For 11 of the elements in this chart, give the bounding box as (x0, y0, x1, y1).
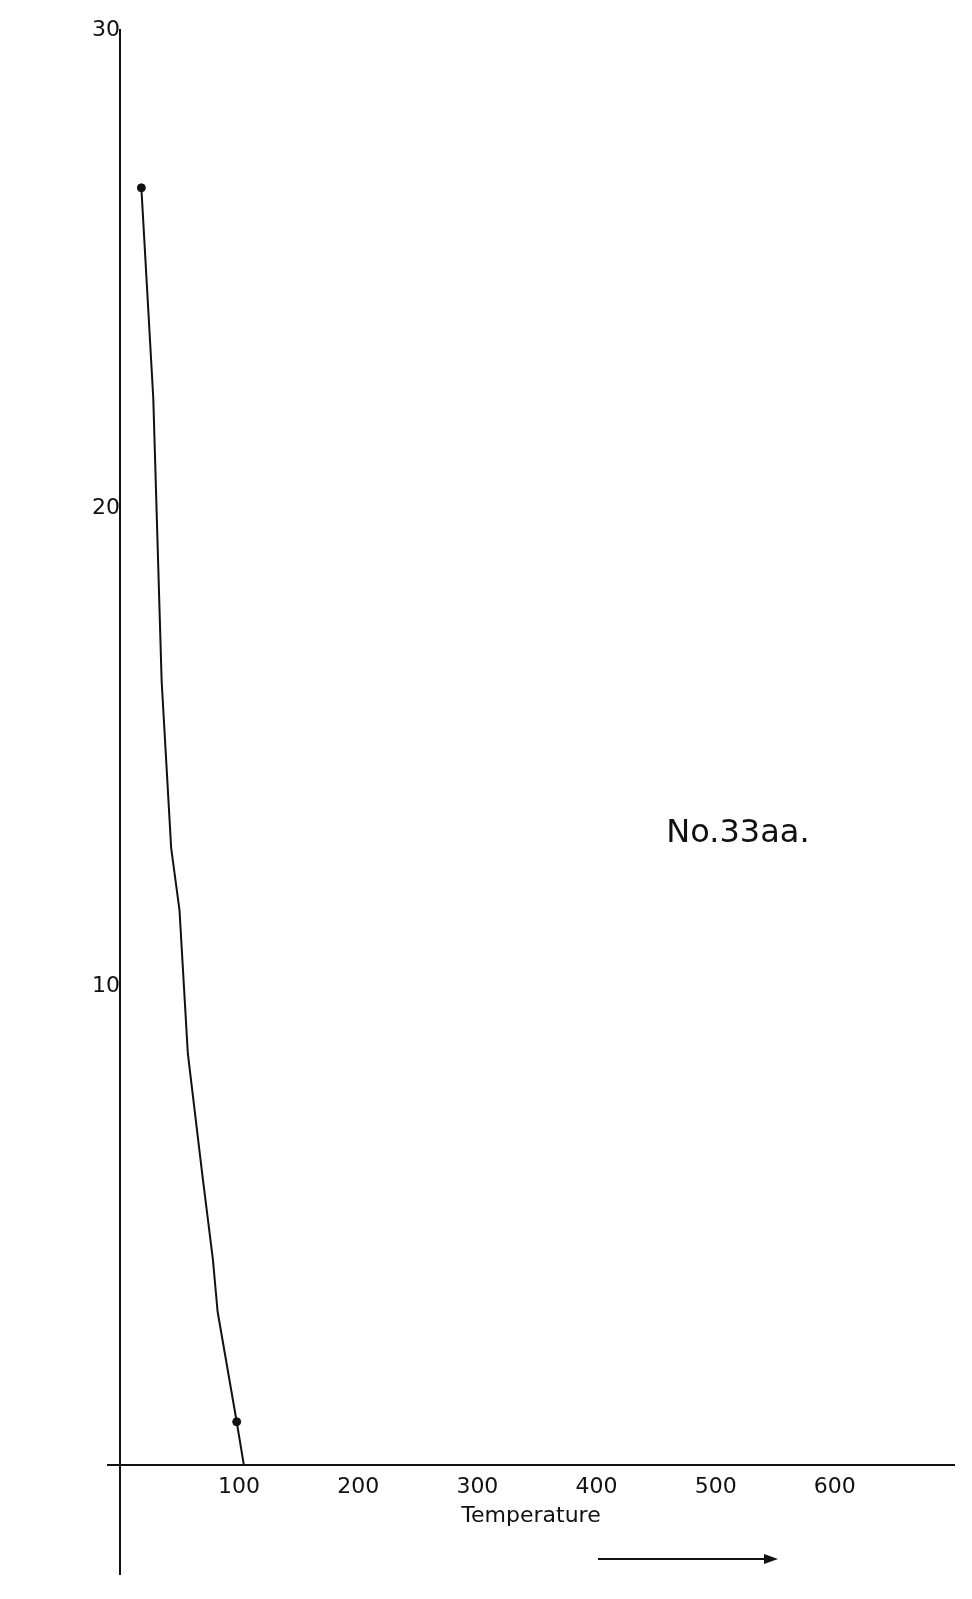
x-tick-label: 600 (813, 1472, 856, 1498)
x-tick-label: 100 (218, 1472, 261, 1498)
y-tick-label: 30 (91, 15, 120, 41)
y-tick-label: 10 (91, 972, 120, 998)
y-tick-label: 20 (91, 493, 120, 519)
x-axis-title: Temperature (460, 1502, 601, 1528)
x-tick-label: 300 (456, 1472, 499, 1498)
x-tick-label: 200 (337, 1472, 380, 1498)
x-tick-label: 500 (694, 1472, 737, 1498)
x-tick-label: 400 (575, 1472, 618, 1498)
annotation: No.33aa. (666, 811, 810, 850)
